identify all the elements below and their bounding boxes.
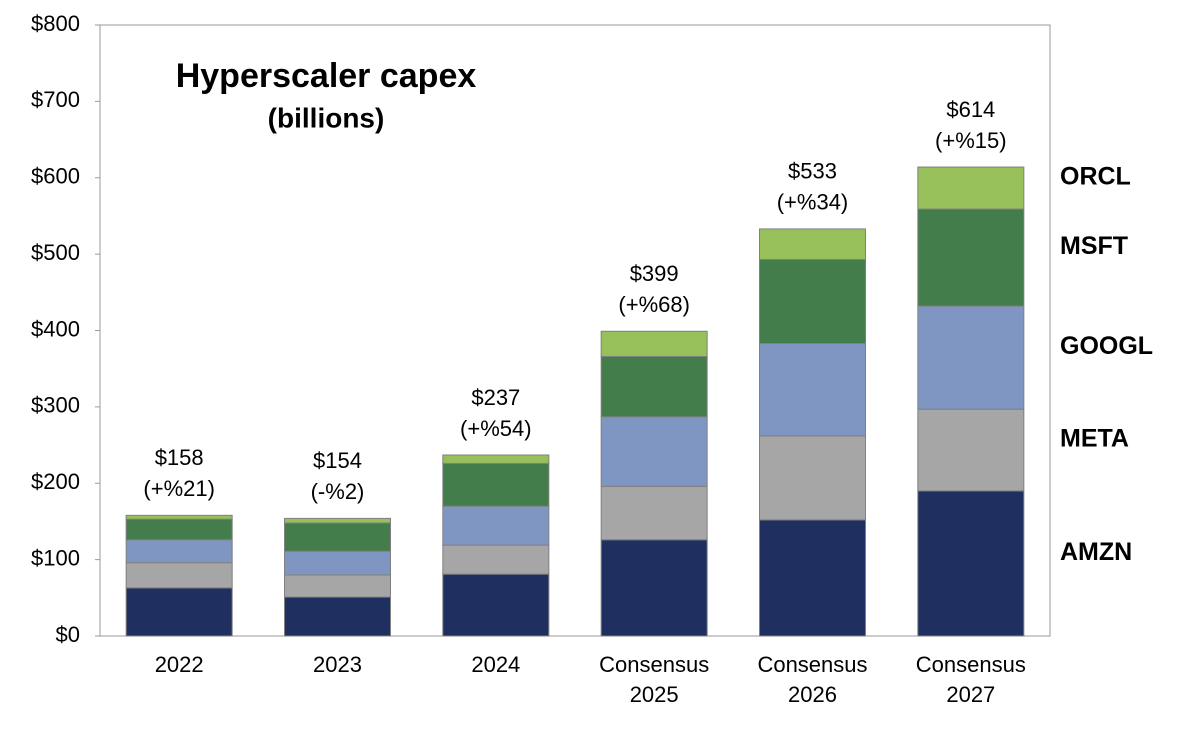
- bar-segment: [284, 522, 391, 552]
- bar-segment: [917, 408, 1025, 492]
- x-tick-label: Consensus: [757, 652, 867, 677]
- x-tick-label: 2022: [155, 652, 204, 677]
- bar-label: (+%21): [143, 476, 215, 501]
- bar-segment: [125, 562, 233, 589]
- bar-segment: [759, 228, 866, 260]
- bar-segment: [284, 550, 391, 576]
- bar-segment: [917, 490, 1025, 637]
- bar-segment: [442, 505, 550, 546]
- bar-segment: [125, 539, 233, 564]
- bar-segment: [600, 355, 708, 418]
- bar-segment: [600, 330, 708, 357]
- bar-segment: [759, 435, 866, 521]
- bar-segment: [284, 574, 391, 598]
- bar-segment: [442, 573, 550, 637]
- bar-segment: [600, 539, 708, 637]
- x-tick-label: 2025: [630, 682, 679, 707]
- bar-segment: [442, 454, 550, 464]
- bar-label: (+%34): [777, 190, 849, 215]
- y-tick-label: $300: [31, 393, 80, 418]
- bar-label: (+%54): [460, 416, 532, 441]
- y-tick-label: $800: [31, 11, 80, 36]
- bar-segment: [442, 544, 550, 575]
- bar-label: (-%2): [311, 479, 365, 504]
- x-tick-label: 2024: [471, 652, 520, 677]
- bar-segment: [442, 462, 550, 507]
- legend-label: MSFT: [1060, 232, 1128, 260]
- bar-segment: [125, 587, 233, 637]
- x-tick-label: Consensus: [916, 652, 1026, 677]
- x-tick-label: 2023: [313, 652, 362, 677]
- chart-subtitle: (billions): [268, 102, 385, 133]
- y-tick-label: $500: [31, 240, 80, 265]
- y-tick-label: $700: [31, 87, 80, 112]
- legend-label: META: [1060, 425, 1129, 453]
- bar-segment: [759, 342, 866, 437]
- bar-label: (+%68): [618, 292, 690, 317]
- x-tick-label: 2027: [946, 682, 995, 707]
- bar-label: $533: [788, 159, 837, 184]
- bar-label: $158: [155, 445, 204, 470]
- chart-title: Hyperscaler capex: [176, 57, 477, 95]
- legend-label: ORCL: [1060, 163, 1131, 191]
- legend-label: GOOGL: [1060, 332, 1153, 360]
- bar-segment: [125, 514, 233, 520]
- x-tick-label: Consensus: [599, 652, 709, 677]
- bar-segment: [917, 208, 1025, 307]
- bar-segment: [759, 258, 866, 344]
- y-tick-label: $400: [31, 316, 80, 341]
- y-tick-label: $600: [31, 164, 80, 189]
- y-tick-label: $0: [56, 622, 80, 647]
- bar-segment: [917, 166, 1025, 210]
- bar-label: $154: [313, 448, 362, 473]
- bar-segment: [917, 305, 1025, 410]
- bar-segment: [600, 416, 708, 487]
- bar-label: $237: [471, 385, 520, 410]
- x-tick-label: 2026: [788, 682, 837, 707]
- bar-label: (+%15): [935, 128, 1007, 153]
- y-tick-label: $200: [31, 469, 80, 494]
- bar-segment: [284, 596, 391, 637]
- bar-segment: [125, 518, 233, 541]
- bar-label: $399: [630, 261, 679, 286]
- bar-segment: [759, 519, 866, 637]
- y-tick-label: $100: [31, 545, 80, 570]
- bar-segment: [600, 485, 708, 541]
- plot-frame: [99, 24, 1051, 637]
- bar-segment: [284, 517, 391, 524]
- bar-label: $614: [946, 97, 995, 122]
- legend-label: AMZN: [1060, 538, 1132, 566]
